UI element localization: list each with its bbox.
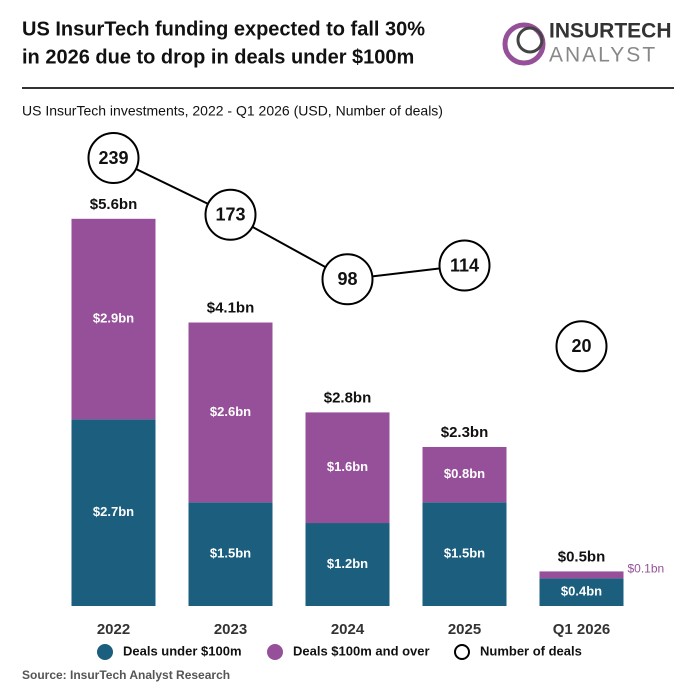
bar-segment xyxy=(539,578,624,606)
deal-label: 114 xyxy=(450,255,479,275)
value-label: $1.6bn xyxy=(327,459,368,474)
subtitle: US InsurTech investments, 2022 - Q1 2026… xyxy=(22,103,443,119)
bar-segment xyxy=(305,523,390,606)
deal-marker xyxy=(555,320,608,373)
title-line: in 2026 due to drop in deals under $100m xyxy=(22,46,414,68)
total-label: $4.1bn xyxy=(207,299,255,316)
title-line: US InsurTech funding expected to fall 30… xyxy=(22,18,425,40)
legend-swatch xyxy=(267,644,283,660)
value-label: $2.9bn xyxy=(93,310,134,325)
deal-marker xyxy=(87,132,140,185)
deal-label: 98 xyxy=(337,269,357,289)
logo-text: ANALYST xyxy=(549,44,657,67)
value-label: $1.2bn xyxy=(327,556,368,571)
logo-ring xyxy=(502,22,546,66)
x-tick-label: 2025 xyxy=(448,621,481,638)
total-label: $2.8bn xyxy=(324,389,372,406)
value-label: $2.6bn xyxy=(210,404,251,419)
deal-marker xyxy=(438,239,491,292)
total-label: $2.3bn xyxy=(441,424,489,441)
x-tick-label: Q1 2026 xyxy=(553,621,611,638)
x-tick-label: 2024 xyxy=(331,621,365,638)
bar-segment xyxy=(422,502,507,606)
source: Source: InsurTech Analyst Research xyxy=(22,668,230,682)
legend-swatch xyxy=(97,644,113,660)
legend-item: Number of deals xyxy=(454,643,582,660)
bar-segment xyxy=(422,446,507,503)
legend-swatch xyxy=(454,644,470,660)
deal-marker xyxy=(321,253,374,306)
deal-label: 173 xyxy=(215,205,245,225)
deal-marker xyxy=(204,188,257,241)
bar-segment xyxy=(305,412,390,524)
bar-segment xyxy=(188,322,273,503)
value-label: $0.1bn xyxy=(628,562,665,576)
bar-segment xyxy=(71,419,156,606)
logo-ring xyxy=(516,26,544,54)
legend-item: Deals under $100m xyxy=(97,643,242,660)
total-label: $0.5bn xyxy=(558,548,606,565)
legend-label: Number of deals xyxy=(480,643,582,658)
bar-segment xyxy=(188,502,273,606)
legend-item: Deals $100m and over xyxy=(267,643,430,660)
deal-label: 239 xyxy=(98,148,128,168)
x-tick-label: 2022 xyxy=(97,621,130,638)
value-label: $1.5bn xyxy=(444,546,485,561)
logo-text: INSURTECH xyxy=(549,20,672,43)
value-label: $1.5bn xyxy=(210,546,251,561)
value-label: $0.4bn xyxy=(561,584,602,599)
legend-label: Deals under $100m xyxy=(123,643,242,658)
value-label: $0.8bn xyxy=(444,466,485,481)
logo: INSURTECH ANALYST xyxy=(502,20,672,67)
bar-segment xyxy=(539,571,624,579)
deal-label: 20 xyxy=(571,336,591,356)
x-tick-label: 2023 xyxy=(214,621,247,638)
total-label: $5.6bn xyxy=(90,196,138,213)
bar-segment xyxy=(71,218,156,420)
legend-label: Deals $100m and over xyxy=(293,643,430,658)
value-label: $2.7bn xyxy=(93,504,134,519)
